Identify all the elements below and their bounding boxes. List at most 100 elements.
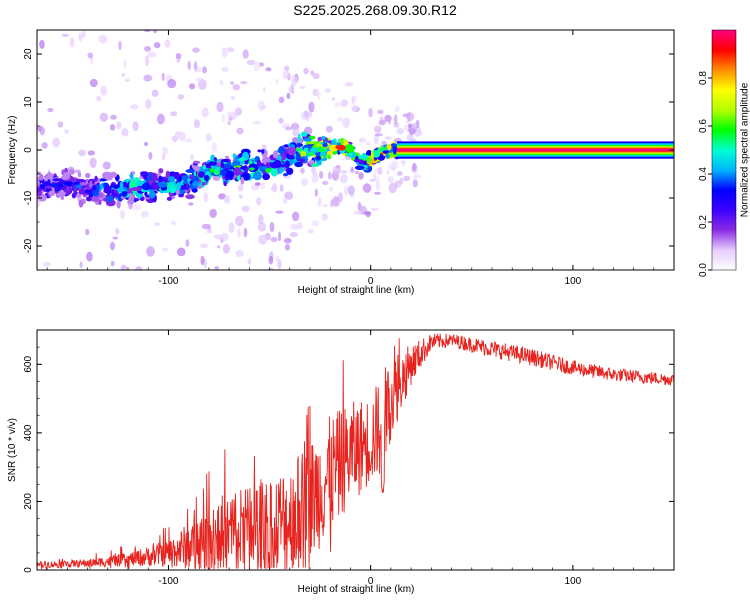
spectrogram-noise-cell (347, 185, 355, 196)
spectrogram-ridge-cell (75, 178, 86, 183)
spectrogram-noise-cell (193, 61, 198, 71)
spectrogram-ridge-cell (306, 141, 315, 145)
spectrogram-noise-cell (124, 310, 132, 314)
spectrogram-noise-cell (214, 234, 223, 240)
spectrogram-noise-cell (99, 112, 109, 122)
spectrogram-ridge-cell (270, 161, 279, 169)
spectrogram-noise-cell (235, 249, 244, 258)
spectrogram-ridge-cell (220, 163, 225, 168)
spectrogram-noise-cell (152, 30, 158, 34)
spectrogram-noise-cell (366, 141, 370, 146)
spectrogram-noise-cell (130, 104, 139, 110)
spectrogram-noise-cell (188, 202, 194, 206)
spectrogram-ridge-cell (47, 179, 51, 186)
x-tick-label: 100 (565, 276, 582, 287)
spectrogram-noise-cell (72, 333, 76, 342)
spectrogram-ridge-cell (98, 199, 102, 205)
spectrogram-x-label: Height of straight line (km) (298, 285, 415, 296)
spectrogram-noise-cell (390, 160, 399, 169)
spectrogram-noise-cell (331, 97, 336, 101)
spectrogram-noise-cell (299, 85, 306, 89)
spectrogram-noise-cell (184, 138, 193, 143)
spectrogram-noise-cell (172, 318, 175, 325)
spectrogram-noise-cell (412, 179, 418, 188)
spectrogram-noise-cell (134, 316, 139, 325)
spectrogram-ridge-cell (75, 184, 82, 189)
spectrogram-ridge-cell (158, 175, 163, 182)
spectrogram-noise-cell (241, 205, 250, 213)
spectrogram-ridge-cell (79, 182, 88, 186)
spectrogram-ridge-cell (240, 165, 248, 170)
spectrogram-noise-cell (205, 133, 212, 142)
spectrogram-noise-cell (64, 275, 67, 285)
spectrogram-noise-cell (230, 81, 235, 85)
spectrogram-noise-cell (237, 184, 244, 192)
spectrogram-noise-cell (363, 211, 372, 215)
spectrogram-noise-cell (174, 320, 181, 328)
spectrogram-ridge-cell (335, 145, 341, 149)
spectrogram-noise-cell (145, 55, 150, 67)
spectrogram-noise-cell (393, 114, 398, 125)
spectrogram-ridge-cell (99, 178, 107, 182)
spectrogram-noise-cell (341, 170, 348, 174)
spectrogram-noise-cell (270, 236, 278, 243)
spectrogram-noise-cell (102, 345, 110, 348)
spectrogram-noise-cell (306, 117, 310, 122)
spectrogram-ridge-cell (77, 171, 82, 178)
spectrogram-noise-cell (257, 222, 267, 232)
spectrogram-ridge-cell (109, 171, 118, 178)
spectrogram-ridge-cell (265, 162, 271, 168)
spectrogram-ridge-cell (106, 195, 114, 203)
spectrogram-noise-cell (227, 120, 232, 126)
spectrogram-ridge-cell (168, 184, 177, 194)
spectrogram-ridge-cell (110, 184, 116, 188)
spectrogram-noise-cell (358, 172, 364, 180)
spectrogram-noise-cell (378, 119, 386, 126)
spectrogram-ridge-cell (303, 152, 307, 156)
spectrogram-noise-cell (151, 89, 159, 98)
spectrogram-noise-cell (401, 159, 406, 168)
spectrogram-noise-cell (89, 157, 97, 169)
spectrogram-noise-cell (223, 195, 230, 204)
spectrogram-ridge-cell (366, 157, 373, 163)
spectrogram-noise-cell (85, 228, 90, 236)
spectrogram-noise-cell (43, 261, 51, 267)
spectrogram-ridge-cell (303, 147, 309, 152)
spectrogram-ridge-cell (213, 157, 217, 162)
spectrogram-noise-cell (75, 349, 83, 355)
colorbar-tick-label: 0.8 (698, 71, 709, 85)
spectrogram-ridge-cell (185, 169, 195, 173)
spectrogram-ridge-cell (150, 172, 158, 181)
spectrogram-noise-cell (282, 70, 290, 79)
spectrogram-noise-cell (321, 213, 328, 222)
spectrogram-noise-cell (397, 183, 402, 188)
spectrogram-ridge-cell (232, 153, 236, 159)
spectrogram-noise-cell (112, 307, 118, 312)
spectrogram-noise-cell (394, 106, 400, 113)
spectrogram-noise-cell (279, 184, 284, 193)
spectrogram-noise-cell (396, 171, 403, 176)
spectrogram-ridge-cell (311, 163, 320, 167)
spectrogram-noise-cell (322, 180, 329, 186)
spectrogram-ridge-cell (284, 144, 289, 148)
y-tick-label: 0 (23, 567, 34, 573)
spectrogram-ridge-cell (134, 198, 140, 202)
spectrogram-noise-cell (339, 174, 348, 184)
spectrogram-noise-cell (368, 107, 373, 118)
spectrogram-noise-cell (402, 113, 409, 118)
spectrogram-ridge-cell (157, 181, 168, 188)
spectrogram-noise-cell (275, 78, 279, 84)
spectrogram-noise-cell (175, 53, 182, 60)
spectrogram-ridge-cell (54, 186, 59, 191)
spectrogram-noise-cell (374, 133, 383, 137)
snr-x-ticks: -100 0 100 (46, 330, 675, 587)
spectrogram-noise-cell (388, 182, 397, 194)
spectrogram-noise-cell (323, 203, 328, 208)
spectrogram-noise-cell (146, 246, 155, 257)
spectrogram-noise-cell (362, 183, 372, 193)
spectrogram-noise-cell (325, 125, 333, 133)
spectrogram-noise-cell (49, 22, 55, 28)
spectrogram-noise-cell (123, 322, 128, 332)
spectrogram-noise-cell (350, 166, 354, 173)
spectrogram-noise-cell (57, 121, 64, 128)
